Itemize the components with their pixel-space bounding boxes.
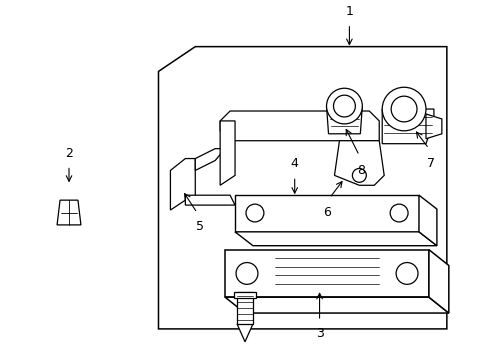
- Polygon shape: [220, 111, 379, 141]
- Circle shape: [389, 204, 407, 222]
- Polygon shape: [235, 232, 436, 246]
- Text: 2: 2: [65, 147, 73, 159]
- Circle shape: [245, 204, 264, 222]
- Polygon shape: [418, 195, 436, 246]
- Circle shape: [382, 87, 425, 131]
- Circle shape: [395, 262, 417, 284]
- Text: 4: 4: [290, 157, 298, 170]
- Polygon shape: [428, 250, 448, 313]
- Polygon shape: [237, 324, 252, 342]
- Polygon shape: [195, 149, 224, 170]
- Text: 1: 1: [345, 5, 353, 18]
- Text: 5: 5: [196, 220, 204, 233]
- Circle shape: [352, 168, 366, 182]
- Polygon shape: [224, 250, 428, 297]
- Circle shape: [326, 88, 362, 124]
- Polygon shape: [57, 200, 81, 225]
- Polygon shape: [224, 297, 448, 313]
- Text: 8: 8: [357, 163, 365, 176]
- Polygon shape: [158, 47, 446, 329]
- Polygon shape: [425, 114, 441, 139]
- Circle shape: [390, 96, 416, 122]
- Polygon shape: [326, 106, 362, 134]
- Polygon shape: [334, 141, 384, 185]
- Text: 3: 3: [315, 327, 323, 340]
- Text: 6: 6: [323, 206, 331, 219]
- Circle shape: [333, 95, 355, 117]
- Polygon shape: [185, 195, 235, 205]
- Text: 7: 7: [426, 157, 434, 170]
- Polygon shape: [235, 195, 418, 232]
- Polygon shape: [382, 109, 433, 144]
- Polygon shape: [234, 292, 255, 298]
- Polygon shape: [237, 292, 252, 324]
- Polygon shape: [170, 158, 195, 210]
- Polygon shape: [220, 121, 235, 185]
- Circle shape: [236, 262, 257, 284]
